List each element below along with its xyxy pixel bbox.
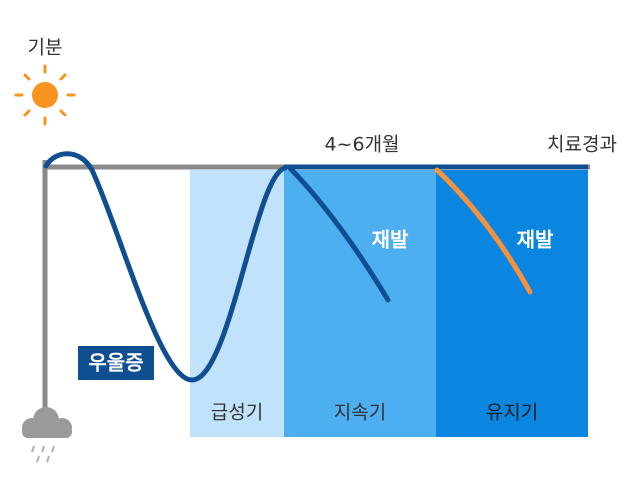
phase-maintenance: [436, 170, 588, 437]
depression-box: [78, 346, 154, 380]
x-axis-label: 치료경과: [547, 134, 617, 156]
relapse-curve: [287, 165, 391, 303]
phase-label: 유지기: [486, 402, 538, 424]
phase-label: 지속기: [334, 402, 386, 424]
mood-curve: [43, 151, 288, 383]
duration-label: 4~6개월: [324, 134, 399, 156]
depression-label: 우울증: [88, 351, 143, 375]
phase-continuation: [284, 170, 436, 437]
cloud-icon: [22, 407, 72, 463]
phase-acute: [190, 170, 284, 437]
y-axis-label: 기분: [28, 37, 63, 59]
phase-label: 급성기: [211, 402, 263, 424]
relapse-label: 재발: [372, 228, 409, 252]
relapse-label: 재발: [517, 228, 554, 252]
sun-icon: [14, 64, 76, 126]
relapse-curve-orange: [434, 167, 533, 295]
